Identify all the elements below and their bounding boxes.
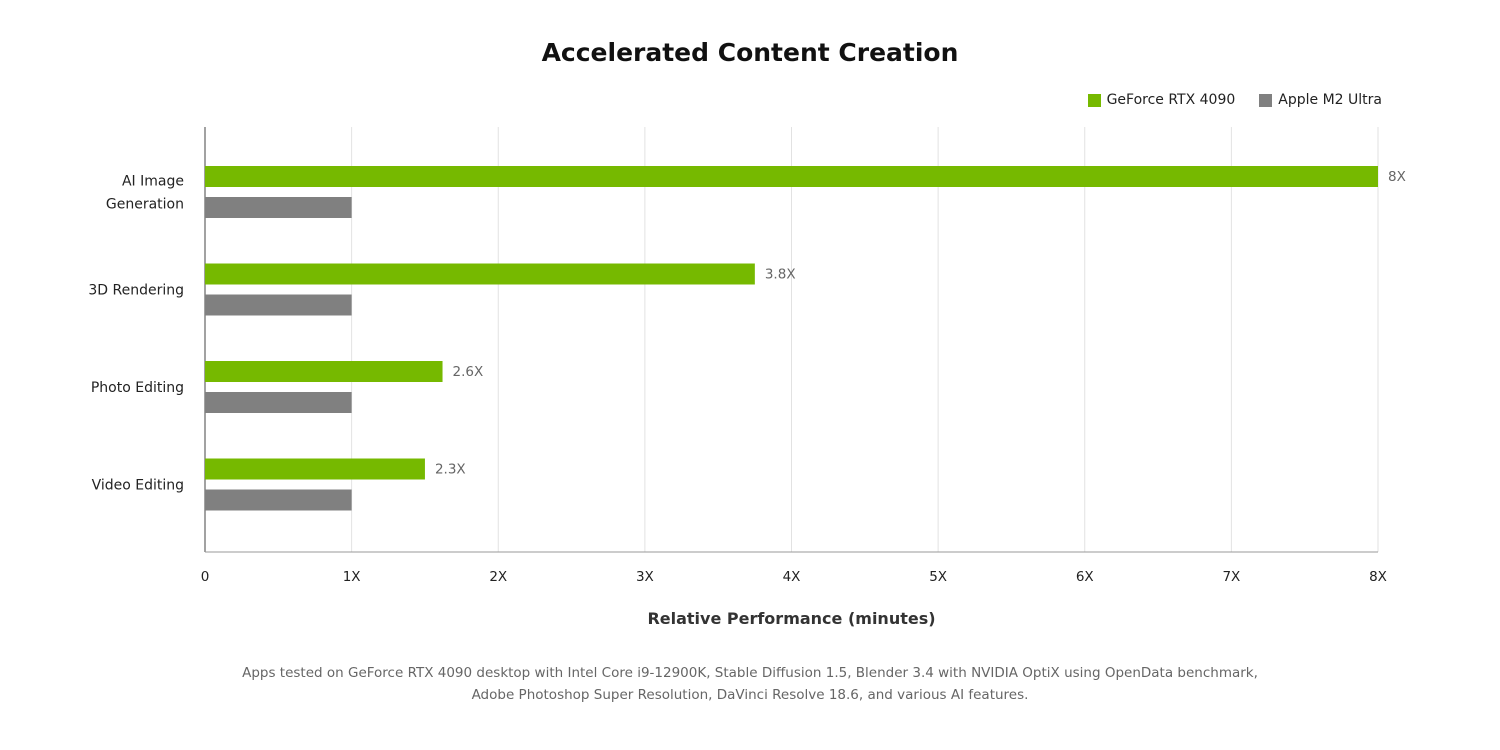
legend-label: GeForce RTX 4090 <box>1106 92 1236 108</box>
bar-rtx4090 <box>205 263 755 285</box>
category-label: Photo Editing <box>91 380 184 396</box>
x-tick-label: 7X <box>1222 569 1240 585</box>
legend: GeForce RTX 4090 Apple M2 Ultra <box>1087 92 1382 108</box>
x-tick-label: 8X <box>1369 569 1387 585</box>
category-label: Video Editing <box>92 478 184 494</box>
category-label: Generation <box>106 197 184 213</box>
x-tick-label: 4X <box>783 569 801 585</box>
x-tick-label: 3X <box>636 569 654 585</box>
data-label: 2.6X <box>453 364 484 380</box>
footnote-line: Apps tested on GeForce RTX 4090 desktop … <box>242 665 1258 681</box>
x-tick-label: 2X <box>489 569 507 585</box>
x-tick-label: 6X <box>1076 569 1094 585</box>
legend-item-m2ultra: Apple M2 Ultra <box>1259 92 1382 108</box>
footnote: Apps tested on GeForce RTX 4090 desktop … <box>0 662 1500 706</box>
x-axis-title: Relative Performance (minutes) <box>647 609 935 628</box>
bar-rtx4090 <box>205 361 443 382</box>
bar-m2ultra <box>205 197 352 218</box>
legend-item-rtx4090: GeForce RTX 4090 <box>1087 92 1236 108</box>
category-label: AI Image <box>122 174 184 190</box>
x-tick-label: 0 <box>201 569 210 585</box>
category-label: 3D Rendering <box>88 283 184 299</box>
data-label: 3.8X <box>765 267 796 283</box>
bar-m2ultra <box>205 294 352 316</box>
data-label: 2.3X <box>435 462 466 478</box>
x-tick-label: 1X <box>343 569 361 585</box>
data-label: 8X <box>1388 169 1406 185</box>
bar-rtx4090 <box>205 166 1378 187</box>
bar-rtx4090 <box>205 458 425 480</box>
legend-label: Apple M2 Ultra <box>1278 92 1382 108</box>
chart-title: Accelerated Content Creation <box>541 38 959 67</box>
x-tick-label: 5X <box>929 569 947 585</box>
legend-swatch <box>1087 93 1101 107</box>
legend-swatch <box>1259 93 1273 107</box>
footnote-line: Adobe Photoshop Super Resolution, DaVinc… <box>471 687 1029 703</box>
bar-m2ultra <box>205 489 352 511</box>
bar-m2ultra <box>205 392 352 413</box>
